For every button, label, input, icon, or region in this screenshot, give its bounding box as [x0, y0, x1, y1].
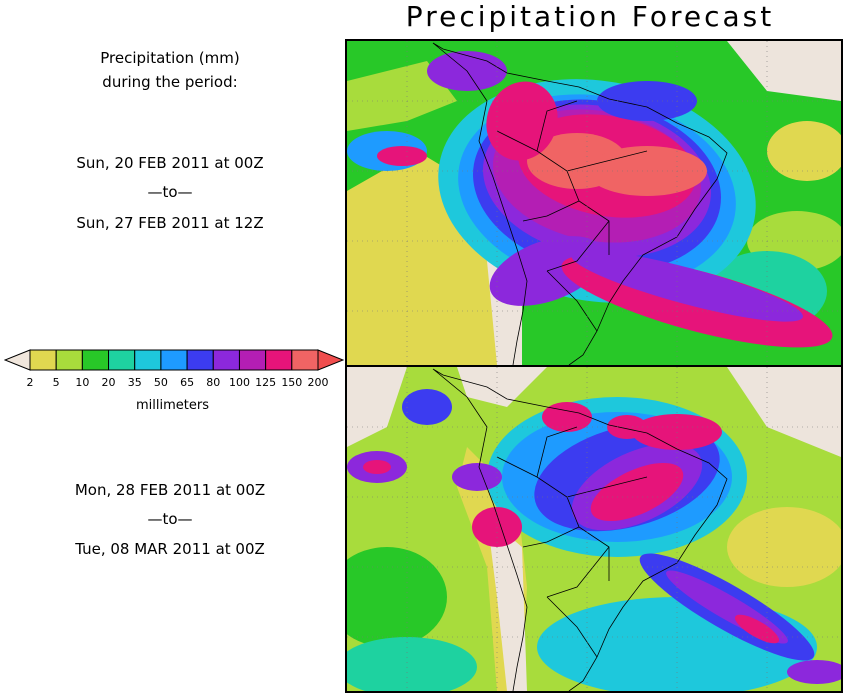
period-2-separator: —to— — [147, 510, 193, 528]
legend-tick-label: 200 — [307, 376, 329, 389]
precip-area — [402, 389, 452, 425]
legend-tick-label: 35 — [127, 376, 142, 389]
legend-tick-label: 100 — [228, 376, 250, 389]
legend-tick-label: 150 — [281, 376, 303, 389]
legend-tick-label: 50 — [153, 376, 168, 389]
period-2-end: Tue, 08 MAR 2011 at 00Z — [75, 540, 265, 558]
period-1-separator: —to— — [147, 183, 193, 201]
period-2-start: Mon, 28 FEB 2011 at 00Z — [74, 481, 266, 499]
legend-swatch — [55, 349, 83, 371]
precip-area — [457, 367, 547, 407]
legend-tick-labels: 2 5 10 20 35 50 65 80 100 125 150 200 — [0, 376, 345, 392]
legend-swatch — [212, 349, 240, 371]
forecast-map-period-2 — [345, 365, 843, 693]
legend-swatch — [134, 349, 162, 371]
map-title: Precipitation Forecast — [405, 0, 775, 33]
precip-area — [727, 41, 841, 101]
coastline-borders — [432, 42, 728, 365]
legend-swatch — [186, 349, 214, 371]
period-1-end: Sun, 27 FEB 2011 at 12Z — [76, 214, 264, 232]
precip-area — [734, 614, 780, 644]
legend-above-arrow — [317, 349, 344, 371]
legend-swatch — [238, 349, 267, 371]
legend-swatch — [81, 349, 110, 371]
precip-area — [590, 462, 684, 522]
forecast-map-period-1 — [345, 39, 843, 367]
legend-units-label: millimeters — [136, 398, 209, 413]
precip-area — [377, 146, 427, 166]
legend-swatch — [265, 349, 293, 371]
precip-area — [363, 460, 391, 474]
legend-tick-label: 20 — [101, 376, 116, 389]
description-line-1: Precipitation (mm) — [100, 49, 240, 67]
legend-tick-label: 10 — [75, 376, 90, 389]
precip-area — [487, 517, 527, 691]
legend-tick-label: 125 — [255, 376, 277, 389]
precip-area — [767, 121, 841, 181]
legend-below-arrow — [4, 349, 31, 371]
lat-lon-grid — [347, 367, 841, 691]
precip-area — [542, 402, 592, 432]
legend-swatch — [160, 349, 188, 371]
legend-tick-label: 80 — [206, 376, 221, 389]
precip-area — [347, 61, 457, 131]
precip-area — [452, 463, 502, 491]
period-1-start: Sun, 20 FEB 2011 at 00Z — [76, 154, 264, 172]
precip-area — [727, 367, 841, 457]
precip-area — [570, 250, 804, 322]
legend-swatch — [291, 349, 319, 371]
precipitation-color-legend — [4, 349, 344, 371]
precip-area — [347, 637, 477, 691]
legend-swatch — [108, 349, 136, 371]
description-line-2: during the period: — [102, 73, 238, 91]
coastline-borders — [432, 368, 728, 691]
legend-swatch — [29, 349, 57, 371]
precip-area — [787, 660, 841, 684]
legend-tick-label: 65 — [180, 376, 195, 389]
legend-tick-label: 5 — [52, 376, 60, 389]
precip-area — [347, 547, 447, 647]
lat-lon-grid — [347, 41, 841, 365]
legend-tick-label: 2 — [26, 376, 34, 389]
